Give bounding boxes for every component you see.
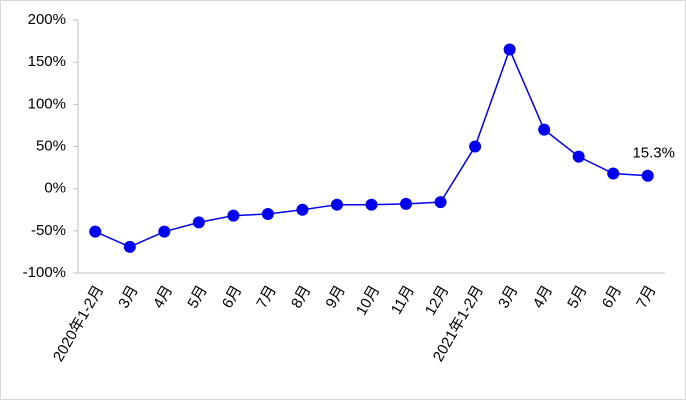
data-point [158,225,171,238]
y-tick-label: 0% [44,180,66,197]
y-tick-label: 150% [28,53,66,70]
data-point [227,209,240,222]
data-point [261,207,274,220]
y-tick-label: 100% [28,95,66,112]
data-point [296,203,309,216]
data-label: 15.3% [632,145,675,162]
data-point [641,169,654,182]
y-tick-label: 200% [28,11,66,28]
data-point [538,123,551,136]
data-point [330,198,343,211]
data-point [400,197,413,210]
y-tick-label: -50% [31,222,66,239]
y-tick-label: 50% [36,137,66,154]
data-point [123,240,136,253]
data-point [469,140,482,153]
data-point [572,150,585,163]
data-point [365,198,378,211]
y-tick-label: -100% [23,264,66,281]
data-point [192,216,205,229]
data-point [434,196,447,209]
data-point [89,225,102,238]
data-point [607,167,620,180]
data-point [503,43,516,56]
